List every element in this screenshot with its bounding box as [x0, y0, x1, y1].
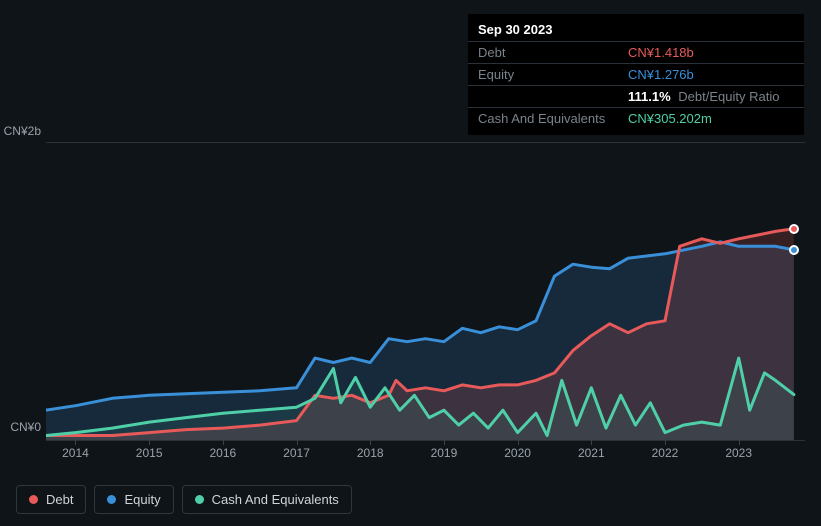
x-tick-label: 2016 [209, 446, 236, 460]
tooltip-panel: Sep 30 2023 Debt CN¥1.418b Equity CN¥1.2… [468, 14, 804, 135]
legend-label: Equity [124, 492, 160, 507]
tooltip-date: Sep 30 2023 [468, 20, 804, 42]
tooltip-label-ratio-empty [478, 89, 628, 104]
gridline-bottom [46, 440, 805, 441]
x-tick-label: 2014 [62, 446, 89, 460]
x-tick-label: 2022 [652, 446, 679, 460]
x-tick-mark [370, 440, 371, 445]
tooltip-ratio-value: 111.1% [628, 89, 671, 104]
x-tick-mark [739, 440, 740, 445]
tooltip-label-equity: Equity [478, 67, 628, 82]
chart-area[interactable]: CN¥2b CN¥0 20142015201620172018201920202… [16, 120, 805, 480]
x-tick-mark [444, 440, 445, 445]
y-axis-top-label: CN¥2b [0, 124, 41, 138]
legend-dot-icon [29, 495, 38, 504]
x-tick-mark [297, 440, 298, 445]
series-end-marker-equity [789, 245, 799, 255]
tooltip-row-equity: Equity CN¥1.276b [468, 64, 804, 86]
x-axis-ticks: 2014 2015 2016 2017 2018 2019 2020 2021 2022 2023 [46, 446, 805, 466]
x-tick-mark [591, 440, 592, 445]
x-tick-mark [665, 440, 666, 445]
x-tick-label: 2017 [283, 446, 310, 460]
tooltip-ratio-label: Debt/Equity Ratio [678, 89, 779, 104]
legend-dot-icon [195, 495, 204, 504]
legend-item-debt[interactable]: Debt [16, 485, 86, 514]
tooltip-label-debt: Debt [478, 45, 628, 60]
y-axis-bottom-label: CN¥0 [0, 420, 41, 434]
tooltip-row-debt: Debt CN¥1.418b [468, 42, 804, 64]
legend-label: Debt [46, 492, 73, 507]
tooltip-value-debt: CN¥1.418b [628, 45, 694, 60]
legend-dot-icon [107, 495, 116, 504]
chart-legend: Debt Equity Cash And Equivalents [16, 485, 352, 514]
x-tick-mark [518, 440, 519, 445]
x-tick-label: 2021 [578, 446, 605, 460]
x-tick-label: 2023 [725, 446, 752, 460]
tooltip-row-ratio: 111.1% Debt/Equity Ratio [468, 86, 804, 108]
legend-item-cash[interactable]: Cash And Equivalents [182, 485, 352, 514]
chart-plot[interactable] [46, 142, 805, 440]
tooltip-value-equity: CN¥1.276b [628, 67, 694, 82]
legend-label: Cash And Equivalents [212, 492, 339, 507]
x-tick-label: 2019 [431, 446, 458, 460]
series-end-marker-debt [789, 224, 799, 234]
x-tick-label: 2015 [136, 446, 163, 460]
x-tick-mark [75, 440, 76, 445]
legend-item-equity[interactable]: Equity [94, 485, 173, 514]
x-tick-label: 2018 [357, 446, 384, 460]
x-tick-label: 2020 [504, 446, 531, 460]
x-tick-mark [223, 440, 224, 445]
x-tick-mark [149, 440, 150, 445]
